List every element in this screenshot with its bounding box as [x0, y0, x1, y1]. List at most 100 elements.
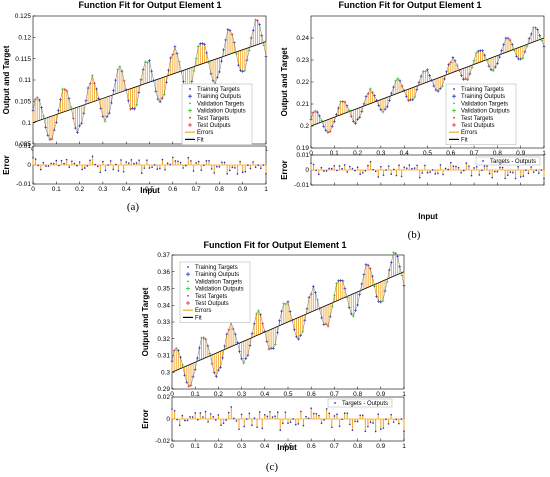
error-marker — [117, 170, 120, 172]
error-marker — [159, 167, 161, 170]
error-marker — [200, 169, 203, 171]
error-axis-xtick-label: 0 — [31, 186, 35, 193]
error-marker — [431, 169, 434, 171]
error-legend-box — [475, 156, 541, 166]
legend-box — [445, 83, 517, 145]
error-marker — [202, 416, 204, 418]
error-marker — [302, 424, 305, 427]
chart-title: Function Fit for Output Element 1 — [204, 240, 347, 250]
error-marker — [212, 415, 215, 418]
error-marker — [248, 412, 251, 415]
error-axis-ytick-label: -0.01 — [16, 181, 31, 188]
legend-label: Errors — [461, 130, 477, 136]
error-marker — [189, 415, 191, 418]
error-marker — [161, 158, 164, 161]
legend-marker — [453, 102, 455, 105]
chart-panel-a: Function Fit for Output Element 1 0 0.1 0.2… — [2, 0, 268, 213]
error-marker — [239, 160, 241, 163]
chart-title: Function Fit for Output Element 1 — [79, 0, 222, 10]
panel-caption: (b) — [408, 229, 421, 241]
legend-label: Validation Outputs — [461, 109, 510, 115]
error-marker — [99, 171, 102, 174]
panel-caption: (c) — [266, 461, 279, 473]
error-marker — [125, 161, 127, 163]
error-marker — [325, 170, 328, 172]
error-marker — [50, 162, 52, 165]
error-marker — [138, 159, 140, 161]
main-axis-xtick-label: 0.1 — [330, 150, 339, 157]
main-axis-ytick-label: 0.35 — [157, 286, 170, 293]
error-axis-xtick-label: 0.2 — [214, 443, 223, 450]
error-marker — [374, 170, 377, 173]
error-marker — [543, 177, 545, 180]
error-marker — [94, 163, 96, 166]
error-marker — [429, 171, 431, 173]
error-marker — [249, 167, 252, 170]
main-axis-ytick-label: 0.34 — [157, 302, 170, 309]
x-axis-label: Input — [277, 443, 297, 452]
error-marker — [462, 169, 465, 172]
legend-marker — [187, 266, 189, 268]
error-marker — [532, 171, 535, 173]
chart-title: Function Fit for Output Element 1 — [339, 0, 482, 10]
error-marker — [194, 412, 196, 414]
legend-label: Fit — [197, 137, 204, 143]
error-marker — [251, 424, 253, 426]
error-marker — [330, 167, 333, 170]
error-marker — [234, 167, 236, 169]
legend-label: Training Targets — [461, 87, 504, 93]
error-axis-xtick-label: 0.3 — [237, 443, 246, 450]
error-marker — [351, 429, 354, 431]
main-axis-ytick-label: 0.21 — [296, 101, 309, 108]
error-marker — [478, 174, 481, 176]
error-marker — [218, 166, 221, 168]
error-marker — [501, 166, 504, 169]
main-axis-xtick-label: 1 — [542, 150, 546, 157]
error-marker — [434, 173, 437, 175]
main-axis-xtick-label: 0.7 — [470, 150, 479, 157]
error-marker — [210, 168, 213, 170]
error-marker — [122, 170, 125, 173]
main-axis-ytick-label: 0.11 — [19, 77, 32, 84]
error-marker — [333, 165, 336, 167]
error-marker — [169, 163, 172, 166]
error-axis-label: Error — [280, 160, 289, 180]
error-marker — [460, 172, 462, 174]
error-marker — [395, 418, 398, 421]
legend-marker — [189, 102, 191, 105]
error-marker — [403, 430, 405, 432]
error-marker — [52, 162, 55, 165]
error-marker — [55, 159, 58, 162]
error-marker — [107, 164, 109, 166]
error-marker — [238, 428, 240, 431]
error-axis-label: Error — [2, 155, 11, 175]
error-axis-xtick-label: 0.1 — [191, 443, 200, 450]
error-marker — [164, 168, 166, 171]
error-marker — [398, 422, 400, 425]
error-marker — [496, 170, 499, 173]
main-axis-ytick-label: 0.19 — [296, 145, 309, 152]
error-marker — [312, 163, 315, 166]
y-axis-label: Output and Target — [280, 47, 289, 116]
error-marker — [470, 174, 473, 177]
main-axis-ytick-label: 0.29 — [157, 386, 170, 393]
error-marker — [227, 411, 230, 414]
error-axis-ytick-label: 0 — [166, 416, 170, 423]
legend-label: Validation Targets — [195, 279, 242, 285]
error-marker — [380, 165, 382, 168]
error-marker — [192, 170, 195, 172]
error-marker — [39, 168, 42, 171]
error-marker — [455, 165, 457, 168]
error-marker — [426, 172, 429, 174]
error-marker — [411, 167, 413, 170]
error-marker — [135, 162, 138, 164]
error-marker — [257, 164, 260, 167]
error-marker — [181, 414, 184, 417]
error-axis-ytick-label: 0 — [27, 162, 31, 169]
error-marker — [349, 423, 351, 426]
main-axis-ytick-label: 0.2 — [300, 123, 309, 130]
error-marker — [45, 165, 47, 167]
error-marker — [104, 169, 107, 172]
x-axis-label: Input — [140, 186, 160, 195]
